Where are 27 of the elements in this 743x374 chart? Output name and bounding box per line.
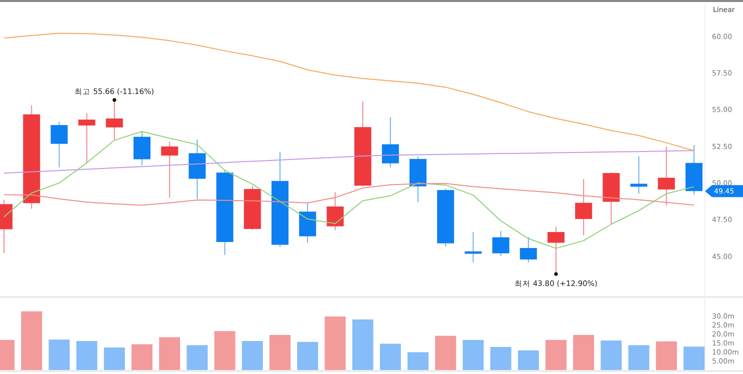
bar — [573, 334, 594, 370]
bar — [546, 340, 566, 370]
bar — [242, 341, 263, 370]
bar — [656, 341, 677, 370]
bar — [628, 345, 650, 370]
bar — [214, 331, 236, 370]
bar — [380, 344, 401, 370]
bar — [490, 346, 512, 370]
bar — [21, 311, 42, 370]
bar — [159, 337, 180, 370]
bar — [186, 345, 208, 370]
bar — [76, 341, 98, 370]
bar — [462, 340, 484, 370]
bar — [132, 344, 152, 370]
bar — [324, 316, 346, 370]
line-series — [4, 32, 694, 152]
bar — [48, 340, 70, 370]
bar — [352, 319, 374, 370]
bar — [297, 342, 318, 370]
line-series — [4, 182, 694, 206]
bar — [600, 340, 622, 370]
bar — [435, 336, 456, 370]
bar — [270, 334, 290, 370]
bar — [518, 350, 539, 370]
bar — [408, 352, 428, 370]
bar — [684, 346, 704, 370]
bar — [104, 348, 125, 370]
